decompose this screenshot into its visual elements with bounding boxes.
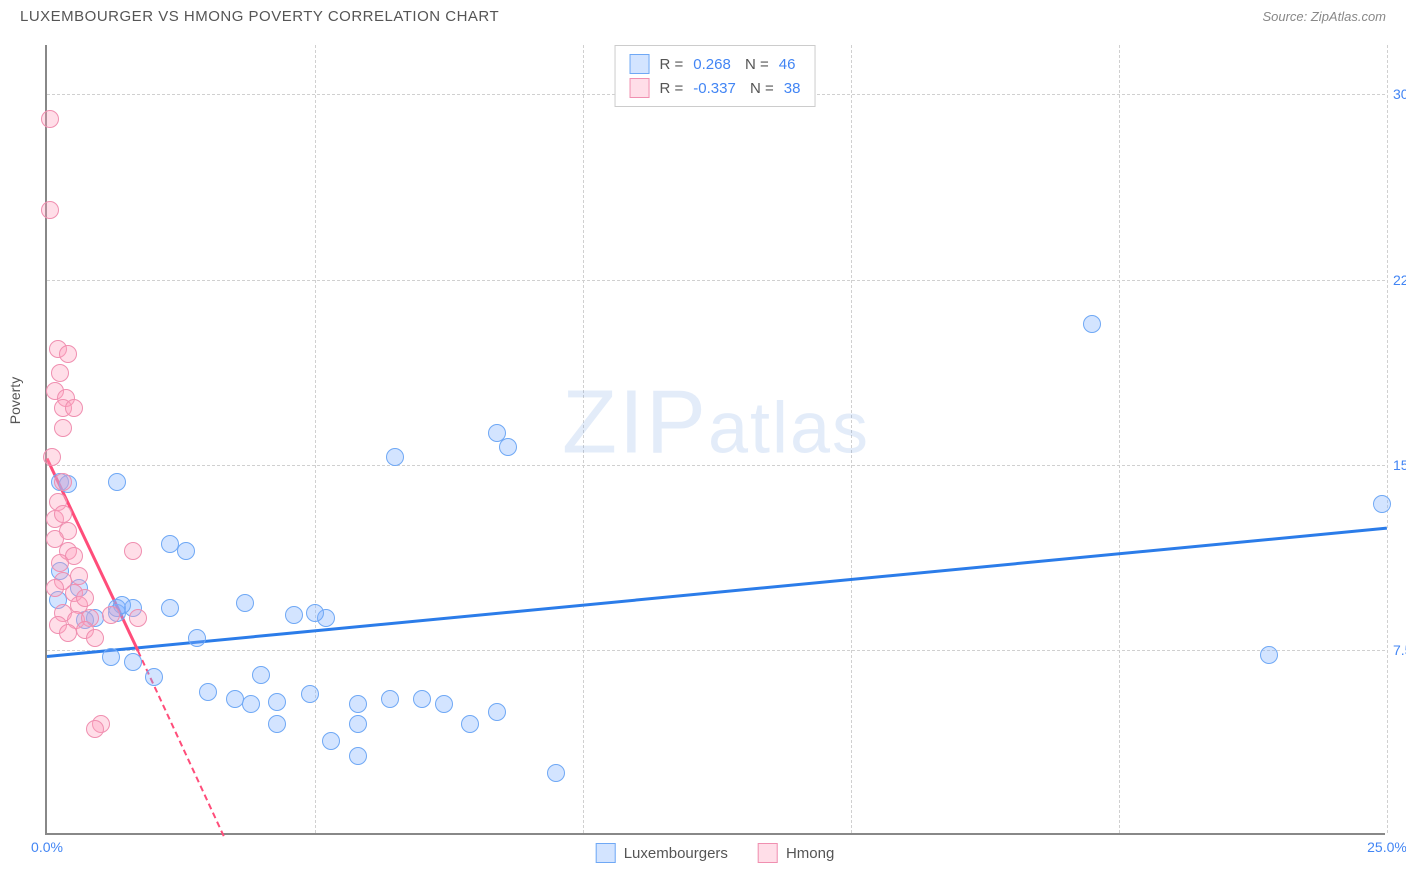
data-point <box>41 110 59 128</box>
data-point <box>59 345 77 363</box>
legend-swatch-blue <box>596 843 616 863</box>
data-point <box>268 693 286 711</box>
chart-source: Source: ZipAtlas.com <box>1262 9 1386 24</box>
data-point <box>161 599 179 617</box>
gridline-h <box>47 280 1385 281</box>
data-point <box>41 201 59 219</box>
watermark: ZIPatlas <box>562 372 870 475</box>
data-point <box>54 505 72 523</box>
data-point <box>86 720 104 738</box>
data-point <box>322 732 340 750</box>
data-point <box>124 653 142 671</box>
data-point <box>1083 315 1101 333</box>
legend-label: Luxembourgers <box>624 845 728 862</box>
data-point <box>268 715 286 733</box>
data-point <box>70 567 88 585</box>
data-point <box>108 473 126 491</box>
data-point <box>46 579 64 597</box>
data-point <box>488 703 506 721</box>
data-point <box>306 604 324 622</box>
data-point <box>285 606 303 624</box>
legend-n-value-1: 46 <box>779 56 796 73</box>
ytick-label: 15.0% <box>1393 457 1406 473</box>
data-point <box>102 606 120 624</box>
data-point <box>54 419 72 437</box>
legend-n-label: N = <box>746 80 774 97</box>
data-point <box>499 438 517 456</box>
data-point <box>547 764 565 782</box>
legend-n-label: N = <box>741 56 769 73</box>
data-point <box>188 629 206 647</box>
data-point <box>177 542 195 560</box>
legend-n-value-2: 38 <box>784 80 801 97</box>
data-point <box>145 668 163 686</box>
data-point <box>124 542 142 560</box>
legend-row-1: R = 0.268 N = 46 <box>630 52 801 76</box>
data-point <box>86 629 104 647</box>
data-point <box>65 399 83 417</box>
data-point <box>413 690 431 708</box>
legend-label: Hmong <box>786 845 834 862</box>
data-point <box>59 624 77 642</box>
ytick-label: 30.0% <box>1393 86 1406 102</box>
gridline-h <box>47 650 1385 651</box>
legend-correlation: R = 0.268 N = 46 R = -0.337 N = 38 <box>615 45 816 107</box>
legend-series: Luxembourgers Hmong <box>596 843 835 863</box>
data-point <box>43 448 61 466</box>
data-point <box>236 594 254 612</box>
gridline-v <box>851 45 852 833</box>
gridline-v <box>315 45 316 833</box>
data-point <box>301 685 319 703</box>
data-point <box>349 695 367 713</box>
legend-r-value-1: 0.268 <box>693 56 731 73</box>
chart-header: LUXEMBOURGER VS HMONG POVERTY CORRELATIO… <box>0 0 1406 29</box>
plot-area: ZIPatlas 7.5%15.0%22.5%30.0%0.0%25.0% <box>45 45 1385 835</box>
gridline-v <box>1119 45 1120 833</box>
legend-r-label: R = <box>660 56 684 73</box>
data-point <box>102 648 120 666</box>
data-point <box>349 747 367 765</box>
data-point <box>1373 495 1391 513</box>
gridline-v <box>1387 45 1388 833</box>
data-point <box>51 364 69 382</box>
data-point <box>435 695 453 713</box>
data-point <box>461 715 479 733</box>
gridline-v <box>583 45 584 833</box>
trend-line <box>47 526 1387 657</box>
data-point <box>54 473 72 491</box>
data-point <box>386 448 404 466</box>
y-axis-label: Poverty <box>7 377 23 424</box>
legend-r-label: R = <box>660 80 684 97</box>
data-point <box>76 589 94 607</box>
ytick-label: 7.5% <box>1393 642 1406 658</box>
data-point <box>199 683 217 701</box>
data-point <box>381 690 399 708</box>
gridline-h <box>47 465 1385 466</box>
legend-item-luxembourgers: Luxembourgers <box>596 843 728 863</box>
data-point <box>349 715 367 733</box>
ytick-label: 22.5% <box>1393 272 1406 288</box>
data-point <box>242 695 260 713</box>
data-point <box>252 666 270 684</box>
xtick-label: 25.0% <box>1367 839 1406 855</box>
chart-title: LUXEMBOURGER VS HMONG POVERTY CORRELATIO… <box>20 8 499 25</box>
legend-row-2: R = -0.337 N = 38 <box>630 76 801 100</box>
data-point <box>51 554 69 572</box>
data-point <box>1260 646 1278 664</box>
legend-swatch-pink <box>758 843 778 863</box>
legend-swatch-blue <box>630 54 650 74</box>
legend-swatch-pink <box>630 78 650 98</box>
legend-item-hmong: Hmong <box>758 843 834 863</box>
xtick-label: 0.0% <box>31 839 63 855</box>
data-point <box>129 609 147 627</box>
watermark-small: atlas <box>708 389 870 469</box>
legend-r-value-2: -0.337 <box>693 80 736 97</box>
chart-container: ZIPatlas 7.5%15.0%22.5%30.0%0.0%25.0% Po… <box>45 45 1385 835</box>
